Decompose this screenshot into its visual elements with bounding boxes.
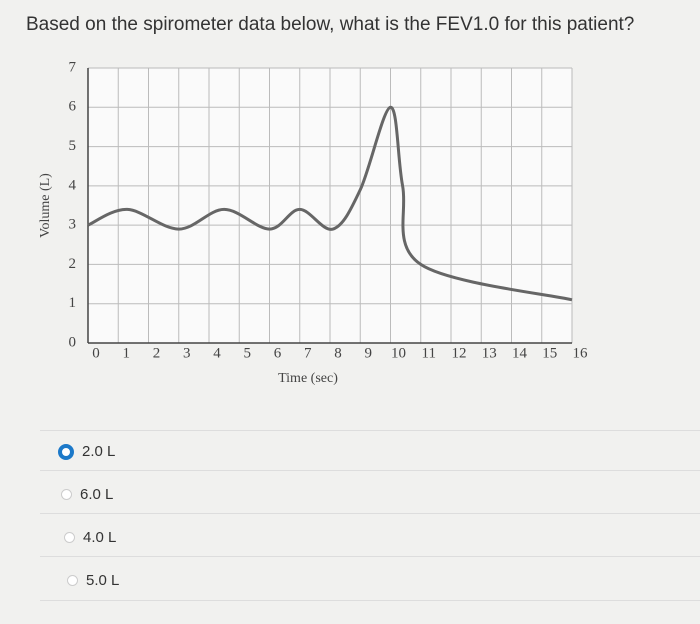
answer-option[interactable]: 5.0 L (67, 572, 119, 589)
y-tick-label: 5 (69, 138, 77, 154)
answer-option[interactable]: 4.0 L (64, 529, 116, 546)
x-tick-label: 0 (92, 345, 100, 361)
answer-option[interactable]: 6.0 L (61, 486, 113, 503)
y-tick-label: 1 (69, 295, 77, 311)
x-tick-label: 2 (153, 345, 161, 361)
x-tick-label: 9 (365, 345, 373, 361)
x-tick-label: 1 (123, 345, 131, 361)
separator (40, 430, 700, 431)
x-tick-label: 8 (334, 345, 342, 361)
y-axis-label: Volume (L) (38, 173, 53, 238)
radio-button[interactable] (61, 489, 72, 500)
option-label: 2.0 L (82, 443, 116, 460)
x-tick-label: 13 (482, 345, 497, 361)
radio-button[interactable] (58, 443, 74, 460)
answer-option[interactable]: 2.0 L (58, 443, 115, 460)
x-tick-label: 6 (274, 345, 282, 361)
separator (40, 556, 700, 557)
question: Based on the spirometer data below, what… (26, 14, 635, 35)
x-tick-label: 5 (244, 345, 252, 361)
data-line (87, 105, 573, 302)
x-axis-label: Time (sec) (278, 371, 338, 386)
option-label: 5.0 L (86, 572, 120, 589)
separator (40, 470, 700, 471)
y-tick-label: 7 (69, 59, 77, 75)
x-tick-label: 3 (183, 345, 191, 361)
x-tick-label: 15 (542, 345, 557, 361)
separator (40, 513, 700, 514)
x-tick-label: 16 (573, 345, 589, 361)
y-tick-label: 2 (69, 256, 77, 272)
option-label: 6.0 L (80, 486, 114, 503)
radio-button[interactable] (67, 575, 78, 586)
x-tick-label: 10 (391, 345, 406, 361)
y-tick-label: 3 (69, 217, 77, 233)
y-tick-label: 0 (69, 334, 77, 350)
radio-button[interactable] (64, 532, 75, 543)
separator (40, 600, 700, 601)
x-tick-label: 12 (452, 345, 467, 361)
x-tick-label: 14 (512, 345, 528, 361)
x-tick-label: 7 (304, 345, 312, 361)
x-tick-label: 4 (213, 345, 221, 361)
y-tick-label: 4 (69, 177, 77, 193)
x-tick-label: 11 (422, 345, 436, 361)
option-label: 4.0 L (83, 529, 117, 546)
y-tick-label: 6 (69, 99, 77, 115)
